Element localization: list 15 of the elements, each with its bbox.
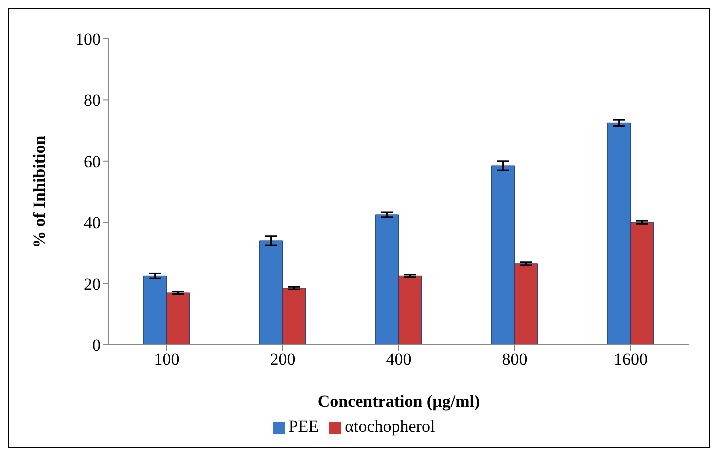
y-tick-label: 80	[84, 91, 101, 110]
y-tick-label: 0	[92, 336, 101, 356]
x-tick-label: 1600	[614, 350, 648, 370]
x-tick-label: 100	[154, 350, 180, 370]
y-tick-label: 100	[76, 30, 101, 50]
x-axis-title: Concentration (µg/ml)	[318, 392, 480, 411]
y-tick-label: 20	[84, 274, 101, 294]
x-tick-label: 200	[270, 350, 296, 370]
x-tick-label: 800	[502, 350, 528, 370]
legend-label: αtochopherol	[345, 417, 436, 436]
legend-label: PEE	[288, 417, 320, 436]
y-axis-title: % of Inhibition	[30, 135, 50, 248]
y-tick-label: 60	[84, 152, 101, 172]
y-tick-label: 40	[84, 214, 101, 233]
x-tick-label: 400	[386, 350, 412, 370]
